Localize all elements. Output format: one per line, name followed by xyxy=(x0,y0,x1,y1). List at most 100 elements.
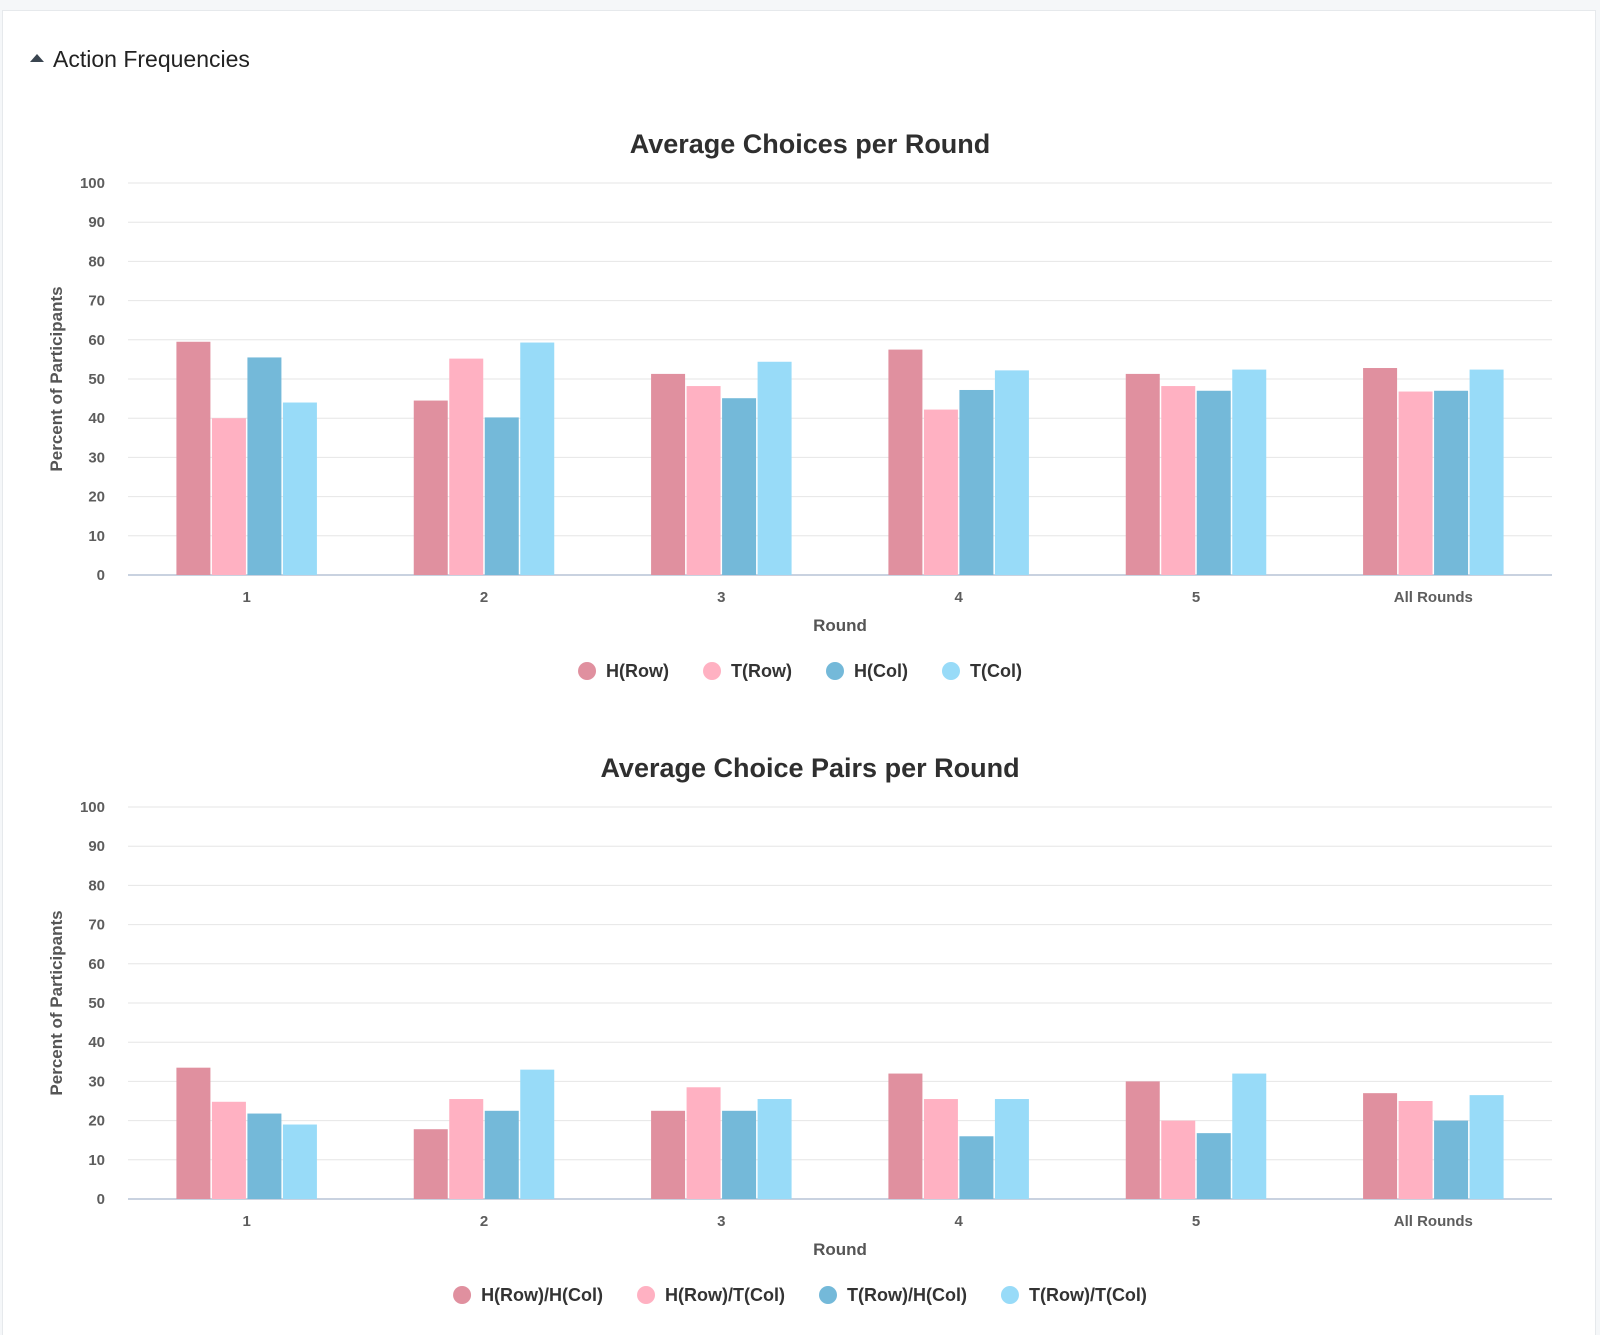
bar[interactable] xyxy=(1196,1133,1231,1199)
bar[interactable] xyxy=(282,1124,317,1199)
bar[interactable] xyxy=(888,349,923,575)
bar[interactable] xyxy=(757,1099,792,1199)
bar[interactable] xyxy=(176,341,211,575)
y-tick-label: 60 xyxy=(88,956,105,973)
legend-swatch xyxy=(453,1286,472,1304)
bar[interactable] xyxy=(1469,1095,1504,1199)
legend-label: T(Col) xyxy=(970,661,1022,681)
legend-item[interactable]: T(Row)/T(Col) xyxy=(1000,1285,1147,1305)
bar[interactable] xyxy=(211,418,246,575)
y-tick-label: 40 xyxy=(88,1034,105,1051)
legend-item[interactable]: T(Col) xyxy=(941,661,1022,681)
y-tick-label: 90 xyxy=(88,838,105,855)
average-choices-chart: Average Choices per Round 0 10 20 30 40 50 60 70… xyxy=(47,129,1552,681)
bar[interactable] xyxy=(520,1069,555,1199)
legend-item[interactable]: H(Col) xyxy=(826,661,908,681)
bar[interactable] xyxy=(757,361,792,575)
y-tick-label: 0 xyxy=(97,1191,105,1208)
legend-label: H(Row)/H(Col) xyxy=(481,1285,603,1305)
bar[interactable] xyxy=(1232,369,1267,575)
legend-swatch xyxy=(819,1286,837,1304)
bar[interactable] xyxy=(1161,386,1196,575)
legend-item[interactable]: H(Row)/H(Col) xyxy=(453,1285,603,1305)
y-tick-label: 100 xyxy=(80,799,105,816)
bar[interactable] xyxy=(413,1129,448,1199)
bar[interactable] xyxy=(282,402,317,575)
bar[interactable] xyxy=(1363,1093,1398,1199)
bar[interactable] xyxy=(176,1067,211,1199)
x-tick-label: 3 xyxy=(717,1213,725,1230)
bar[interactable] xyxy=(484,1110,519,1199)
bar[interactable] xyxy=(520,342,555,575)
legend-label: T(Row)/H(Col) xyxy=(847,1285,967,1305)
legend-item[interactable]: H(Row) xyxy=(578,661,669,681)
bar[interactable] xyxy=(1398,1101,1433,1199)
bar[interactable] xyxy=(686,1087,721,1199)
y-tick-label: 70 xyxy=(88,917,105,934)
legend-swatch xyxy=(637,1286,656,1304)
bar[interactable] xyxy=(959,1136,994,1199)
average-choice-pairs-chart: Average Choice Pairs per Round 0 10 20 30 40 5… xyxy=(47,753,1552,1305)
legend-swatch xyxy=(826,662,844,680)
action-frequencies-toggle[interactable]: Action Frequencies xyxy=(30,44,250,74)
legend-swatch xyxy=(578,662,597,680)
bar[interactable] xyxy=(959,389,994,575)
y-tick-label: 70 xyxy=(88,293,105,310)
legend-label: H(Row) xyxy=(606,661,669,681)
x-tick-label: 2 xyxy=(480,1213,488,1230)
bar[interactable] xyxy=(1363,368,1398,575)
bar[interactable] xyxy=(484,417,519,575)
legend-item[interactable]: T(Row) xyxy=(703,661,792,681)
bar[interactable] xyxy=(686,386,721,575)
bar[interactable] xyxy=(449,1099,484,1199)
legend-item[interactable]: H(Row)/T(Col) xyxy=(637,1285,785,1305)
y-tick-label: 80 xyxy=(88,253,105,270)
bar[interactable] xyxy=(722,1110,757,1199)
bar[interactable] xyxy=(1469,369,1504,575)
legend-swatch xyxy=(941,662,960,680)
bar[interactable] xyxy=(1398,391,1433,575)
bar[interactable] xyxy=(722,398,757,575)
legend-item[interactable]: T(Row)/H(Col) xyxy=(819,1285,967,1305)
y-tick-label: 80 xyxy=(88,877,105,894)
bar[interactable] xyxy=(413,400,448,575)
y-tick-label: 20 xyxy=(88,489,105,506)
bar[interactable] xyxy=(1161,1120,1196,1199)
bar[interactable] xyxy=(211,1101,246,1199)
x-tick-label: 4 xyxy=(954,589,963,606)
bar[interactable] xyxy=(994,370,1029,575)
bar[interactable] xyxy=(1125,373,1160,575)
bar[interactable] xyxy=(923,1099,958,1199)
bar[interactable] xyxy=(1434,390,1469,575)
x-tick-label: 1 xyxy=(242,589,250,606)
chart-title: Average Choices per Round xyxy=(630,129,991,159)
bar[interactable] xyxy=(994,1099,1029,1199)
chart-title: Average Choice Pairs per Round xyxy=(600,753,1019,783)
bar[interactable] xyxy=(888,1073,923,1199)
legend-label: T(Row)/T(Col) xyxy=(1029,1285,1147,1305)
y-tick-label: 30 xyxy=(88,449,105,466)
y-axis-label: Percent of Participants xyxy=(47,910,66,1095)
bar[interactable] xyxy=(1232,1073,1267,1199)
x-tick-label: 5 xyxy=(1192,1213,1200,1230)
legend-swatch xyxy=(1000,1286,1019,1304)
y-tick-label: 100 xyxy=(80,175,105,192)
bar[interactable] xyxy=(923,409,958,575)
bar[interactable] xyxy=(449,358,484,575)
x-tick-label: 4 xyxy=(954,1213,963,1230)
y-tick-label: 10 xyxy=(88,528,105,545)
x-axis-label: Round xyxy=(813,1240,867,1259)
bar[interactable] xyxy=(247,1113,282,1199)
bar[interactable] xyxy=(1125,1081,1160,1199)
bar[interactable] xyxy=(651,373,686,575)
bar[interactable] xyxy=(1434,1120,1469,1199)
legend-swatch xyxy=(703,662,722,680)
bar[interactable] xyxy=(1196,390,1231,575)
bar[interactable] xyxy=(651,1110,686,1199)
y-tick-label: 0 xyxy=(97,567,105,584)
bar[interactable] xyxy=(247,357,282,575)
x-axis-label: Round xyxy=(813,616,867,635)
x-tick-label: 2 xyxy=(480,589,488,606)
y-tick-label: 10 xyxy=(88,1152,105,1169)
legend-label: T(Row) xyxy=(731,661,792,681)
